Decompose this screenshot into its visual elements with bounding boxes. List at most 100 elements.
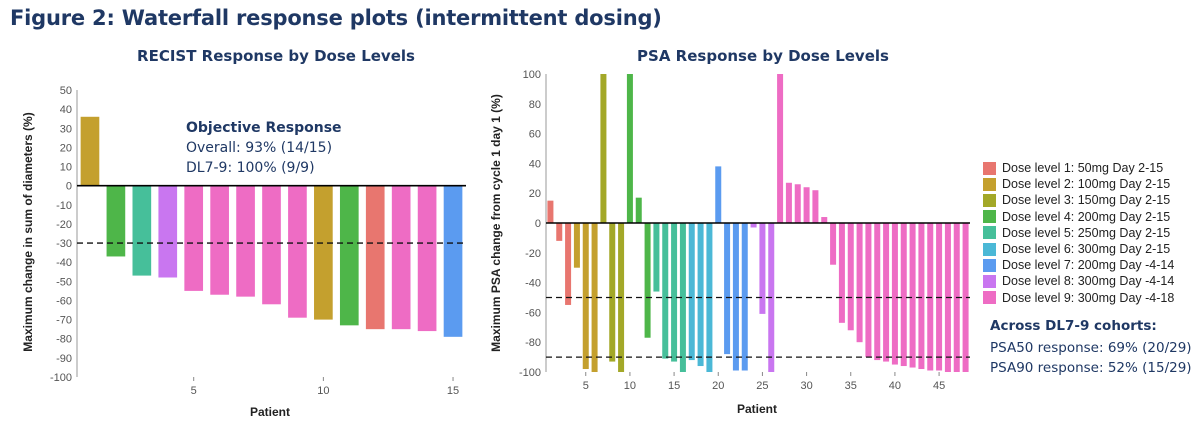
x-tick-label: 45 xyxy=(933,380,945,392)
bar-patient-15 xyxy=(671,223,678,362)
legend-item-dose-level-6: Dose level 6: 300mg Day 2-15 xyxy=(983,241,1174,257)
legend-swatch xyxy=(983,291,996,305)
bar-patient-34 xyxy=(838,223,845,323)
bar-patient-17 xyxy=(688,223,695,361)
legend-swatch xyxy=(983,274,996,288)
y-tick-label: -20 xyxy=(525,248,541,260)
x-tick-label: 10 xyxy=(624,380,636,392)
legend-item-dose-level-9: Dose level 9: 300mg Day -4-18 xyxy=(983,290,1174,306)
x-tick-label: 25 xyxy=(756,380,768,392)
bar-patient-2 xyxy=(556,223,563,241)
psa-y-label: Maximum PSA change from cycle 1 day 1 (%… xyxy=(489,94,503,352)
figure-title: Figure 2: Waterfall response plots (inte… xyxy=(10,6,662,30)
bar-patient-7 xyxy=(600,74,607,223)
psa90-response: PSA90 response: 52% (15/29) xyxy=(990,360,1192,376)
bar-patient-4 xyxy=(158,185,178,278)
y-tick-label: 40 xyxy=(60,104,72,116)
bar-patient-40 xyxy=(891,223,898,365)
legend-label: Dose level 6: 300mg Day 2-15 xyxy=(1002,242,1171,257)
bar-patient-42 xyxy=(909,223,916,368)
y-tick-label: -90 xyxy=(56,353,72,365)
bar-patient-31 xyxy=(812,190,819,223)
y-tick-label: -40 xyxy=(56,257,72,269)
bar-patient-18 xyxy=(697,223,704,367)
y-tick-label: 40 xyxy=(529,158,541,170)
bar-patient-48 xyxy=(962,223,969,372)
x-tick-label: 10 xyxy=(317,385,329,397)
legend-item-dose-level-1: Dose level 1: 50mg Day 2-15 xyxy=(983,160,1174,176)
y-tick-label: 20 xyxy=(529,188,541,200)
bar-patient-33 xyxy=(830,223,837,265)
bar-patient-43 xyxy=(918,223,925,370)
legend-item-dose-level-4: Dose level 4: 200mg Day 2-15 xyxy=(983,209,1174,225)
y-tick-label: -10 xyxy=(56,200,72,212)
objective-response-overall: Overall: 93% (14/15) xyxy=(186,140,332,156)
y-tick-label: -70 xyxy=(56,315,72,327)
bar-patient-44 xyxy=(927,223,934,371)
legend-label: Dose level 2: 100mg Day 2-15 xyxy=(1002,177,1171,192)
bar-patient-23 xyxy=(741,223,748,371)
y-tick-label: 0 xyxy=(66,181,72,193)
bar-patient-35 xyxy=(847,223,854,331)
cohort-summary-heading: Across DL7-9 cohorts: xyxy=(990,318,1157,334)
y-tick-label: -60 xyxy=(56,295,72,307)
bar-patient-10 xyxy=(626,74,633,223)
y-tick-label: -80 xyxy=(56,334,72,346)
bar-patient-1 xyxy=(547,200,554,223)
legend-swatch xyxy=(983,226,996,240)
psa-x-label: Patient xyxy=(737,402,777,416)
bar-patient-37 xyxy=(865,223,872,358)
bar-patient-21 xyxy=(724,223,731,355)
x-tick-label: 35 xyxy=(845,380,857,392)
bar-patient-39 xyxy=(883,223,890,362)
objective-response-dl7-9: DL7-9: 100% (9/9) xyxy=(186,160,315,176)
legend-label: Dose level 5: 250mg Day 2-15 xyxy=(1002,225,1171,240)
legend-swatch xyxy=(983,161,996,175)
y-tick-label: -40 xyxy=(525,278,541,290)
legend-swatch xyxy=(983,177,996,191)
bar-patient-20 xyxy=(715,166,722,223)
bar-patient-12 xyxy=(644,223,651,338)
bar-patient-15 xyxy=(443,185,463,337)
legend-label: Dose level 3: 150mg Day 2-15 xyxy=(1002,193,1171,208)
recist-y-label: Maximum change in sum of diameters (%) xyxy=(21,112,35,351)
y-tick-label: 0 xyxy=(535,218,541,230)
legend-label: Dose level 7: 200mg Day -4-14 xyxy=(1002,258,1175,273)
y-tick-label: -80 xyxy=(525,337,541,349)
x-tick-label: 15 xyxy=(447,385,459,397)
y-tick-label: -100 xyxy=(519,367,541,379)
y-tick-label: 50 xyxy=(60,85,72,97)
legend-item-dose-level-5: Dose level 5: 250mg Day 2-15 xyxy=(983,225,1174,241)
x-tick-label: 20 xyxy=(712,380,724,392)
y-tick-label: 10 xyxy=(60,162,72,174)
recist-chart: RECIST Response by Dose Levels 504030201… xyxy=(21,47,466,419)
psa-chart: PSA Response by Dose Levels 100 80 60 40 20 0… xyxy=(489,47,970,416)
bar-patient-3 xyxy=(132,185,152,276)
psa-response-summary: Across DL7-9 cohorts: PSA50 response: 69… xyxy=(990,318,1192,378)
bar-patient-30 xyxy=(803,187,810,223)
legend-swatch xyxy=(983,242,996,256)
objective-response-heading: Objective Response xyxy=(186,120,342,136)
legend-item-dose-level-8: Dose level 8: 300mg Day -4-14 xyxy=(983,273,1174,289)
legend-item-dose-level-3: Dose level 3: 150mg Day 2-15 xyxy=(983,192,1174,208)
bar-patient-4 xyxy=(573,223,580,268)
legend-item-dose-level-7: Dose level 7: 200mg Day -4-14 xyxy=(983,257,1174,273)
bar-patient-28 xyxy=(785,182,792,223)
bar-patient-2 xyxy=(106,185,126,257)
psa50-response: PSA50 response: 69% (20/29) xyxy=(990,340,1192,356)
bar-patient-13 xyxy=(653,223,660,292)
bar-patient-32 xyxy=(821,217,828,223)
y-tick-label: 100 xyxy=(523,69,541,81)
bar-patient-12 xyxy=(365,185,385,330)
legend-label: Dose level 8: 300mg Day -4-14 xyxy=(1002,274,1175,289)
dose-level-legend: Dose level 1: 50mg Day 2-15 Dose level 2:… xyxy=(983,160,1174,306)
bar-patient-38 xyxy=(874,223,881,361)
y-tick-label: 30 xyxy=(60,123,72,135)
bar-patient-8 xyxy=(609,223,616,362)
bar-patient-13 xyxy=(391,185,411,330)
legend-item-dose-level-2: Dose level 2: 100mg Day 2-15 xyxy=(983,176,1174,192)
bar-patient-5 xyxy=(184,185,204,291)
y-tick-label: -100 xyxy=(50,372,72,384)
legend-swatch xyxy=(983,210,996,224)
